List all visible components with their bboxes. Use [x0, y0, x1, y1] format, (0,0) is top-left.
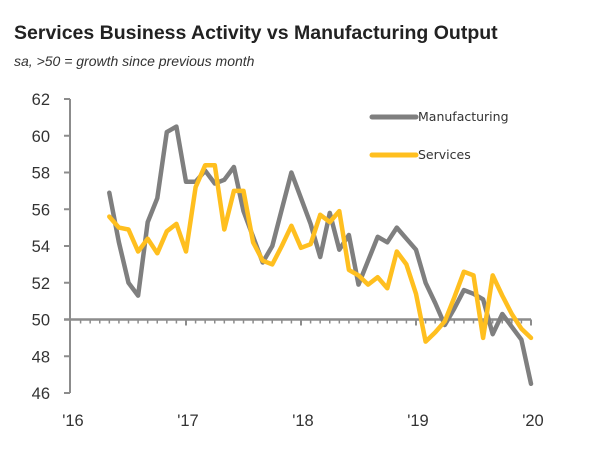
x-tick-label: '17: [177, 412, 199, 430]
chart-title: Services Business Activity vs Manufactur…: [14, 22, 498, 44]
y-tick-label: 54: [32, 238, 50, 256]
series-line-services: [107, 162, 534, 344]
series-layer: [107, 124, 534, 387]
x-tick-label: '20: [522, 412, 544, 430]
y-tick-label: 50: [32, 312, 50, 330]
y-tick-label: 58: [32, 165, 50, 183]
legend: Manufacturing Services: [369, 109, 509, 162]
chart-subtitle: sa, >50 = growth since previous month: [14, 53, 255, 69]
legend-label-manufacturing: Manufacturing: [418, 109, 509, 124]
y-tick-label: 48: [32, 348, 50, 366]
y-tick-label: 46: [32, 385, 50, 403]
x-tick-label: '19: [407, 412, 429, 430]
x-tick-label: '16: [62, 412, 84, 430]
legend-label-services: Services: [418, 147, 471, 162]
y-tick-label: 56: [32, 201, 50, 219]
axes: 46 48 50 52 54 56 58 60 62 '16 '17 '18 '19 '20: [32, 91, 544, 430]
y-tick-label: 60: [32, 128, 50, 146]
series-line-manufacturing: [107, 124, 534, 387]
y-tick-label: 52: [32, 275, 50, 293]
x-tick-label: '18: [292, 412, 314, 430]
y-tick-label: 62: [32, 91, 50, 109]
